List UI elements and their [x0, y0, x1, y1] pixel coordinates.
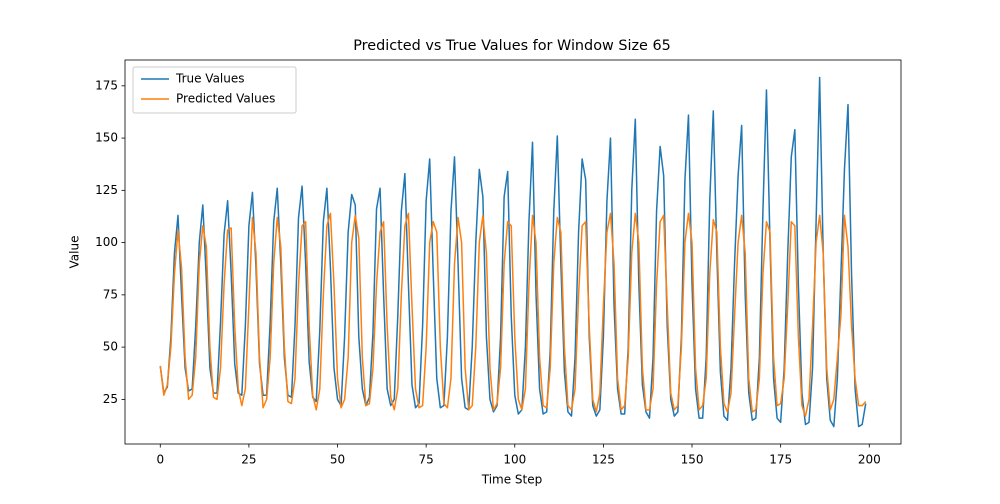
y-tick-label: 125 — [95, 183, 118, 197]
x-tick-label: 100 — [503, 453, 526, 467]
chart-title: Predicted vs True Values for Window Size… — [353, 38, 671, 54]
y-tick-label: 25 — [103, 392, 118, 406]
x-tick-label: 0 — [156, 453, 164, 467]
plot-frame — [124, 59, 902, 445]
data-line — [159, 212, 867, 417]
y-tick-label: 50 — [103, 340, 118, 354]
legend-box — [132, 66, 297, 114]
x-tick-label: 50 — [330, 453, 345, 467]
y-axis-label: Value — [68, 236, 82, 269]
legend-label: Predicted Values — [176, 92, 275, 106]
y-tick-label: 100 — [95, 235, 118, 249]
x-tick-label: 125 — [592, 453, 615, 467]
x-tick-label: 200 — [858, 453, 881, 467]
x-tick-label: 75 — [419, 453, 434, 467]
x-tick-label: 150 — [681, 453, 704, 467]
legend-label: True Values — [175, 72, 245, 86]
y-tick-label: 75 — [103, 287, 118, 301]
x-tick-label: 175 — [769, 453, 792, 467]
x-axis-label: Time Step — [481, 473, 543, 487]
x-tick-label: 25 — [241, 453, 256, 467]
y-tick-label: 175 — [95, 78, 118, 92]
y-tick-label: 150 — [95, 131, 118, 145]
